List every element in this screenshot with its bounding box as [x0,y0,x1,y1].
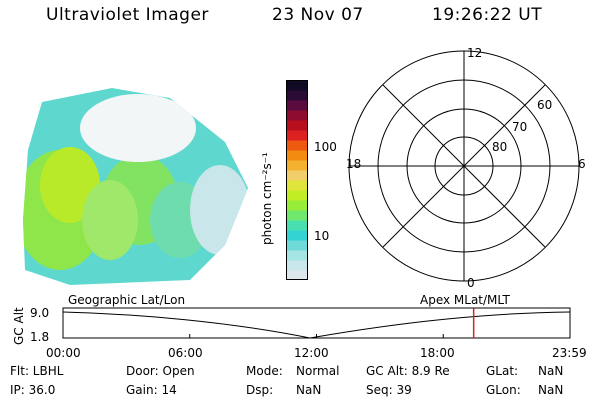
colorbar-segment [286,260,308,271]
colorbar-segment [286,270,308,280]
flt-info: Flt: LBHL [10,364,64,378]
glat-label: GLat: [486,364,519,378]
polar-plot [348,50,580,282]
colorbar-segment [286,180,308,191]
gcalt-info: GC Alt: 8.9 Re [366,364,450,378]
mlt-label-18: 18 [346,157,362,171]
door-info: Door: Open [126,364,195,378]
colorbar-segment [286,190,308,201]
colorbar-segment [286,210,308,221]
colorbar-segment [286,130,308,141]
lat-label-70: 70 [512,120,528,134]
glon-label: GLon: [486,383,521,397]
mode-value: Normal [296,364,340,378]
timeline-plot [62,307,571,339]
colorbar-segment [286,170,308,181]
colorbar-segment [286,110,308,121]
date-label: 23 Nov 07 [272,5,364,25]
timeline-left-title: Geographic Lat/Lon [68,293,186,307]
timeline-right-title: Apex MLat/MLT [420,293,510,307]
seq-info: Seq: 39 [366,383,412,397]
gain-info: Gain: 14 [126,383,177,397]
colorbar-segment [286,230,308,241]
uv-image [23,88,248,285]
mlt-label-0: 0 [467,276,475,290]
timeline-ytick-1-8: 1.8 [30,330,50,344]
colorbar-frame [286,80,308,280]
timeline-xtick-1800: 18:00 [420,346,455,360]
mode-label: Mode: [246,364,283,378]
time-label: 19:26:22 UT [432,5,543,25]
colorbar-segment [286,160,308,171]
mlt-label-6: 6 [578,157,586,171]
colorbar-segment [286,100,308,111]
colorbar-tick-100: 100 [314,140,337,154]
colorbar [286,80,308,280]
timeline-xtick-0600: 06:00 [168,346,203,360]
glat-value: NaN [538,364,564,378]
ip-info: IP: 36.0 [10,383,56,397]
colorbar-segment [286,90,308,101]
timeline-xtick-1200: 12:00 [294,346,329,360]
glon-value: NaN [538,383,564,397]
lat-label-60: 60 [537,98,553,112]
colorbar-label: photon cm⁻²s⁻¹ [260,152,274,245]
colorbar-segment [286,200,308,211]
instrument-title: Ultraviolet Imager [46,5,209,25]
timeline-ytick-9: 9.0 [30,306,50,320]
dsp-value: NaN [296,383,322,397]
polar-diagonal-2 [382,84,546,248]
colorbar-segment [286,250,308,261]
colorbar-segment [286,80,308,91]
colorbar-segment [286,220,308,231]
colorbar-segment [286,140,308,151]
dsp-label: Dsp: [246,383,274,397]
timeline-xtick-2359: 23:59 [552,346,587,360]
timeline-frame [62,307,571,339]
mlt-label-12: 12 [467,46,483,60]
lat-label-80: 80 [492,140,508,154]
colorbar-tick-10: 10 [314,229,330,243]
timeline-xtick-0000: 00:00 [46,346,81,360]
colorbar-segment [286,120,308,131]
altitude-curve [62,311,571,339]
colorbar-segment [286,150,308,161]
colorbar-segment [286,240,308,251]
